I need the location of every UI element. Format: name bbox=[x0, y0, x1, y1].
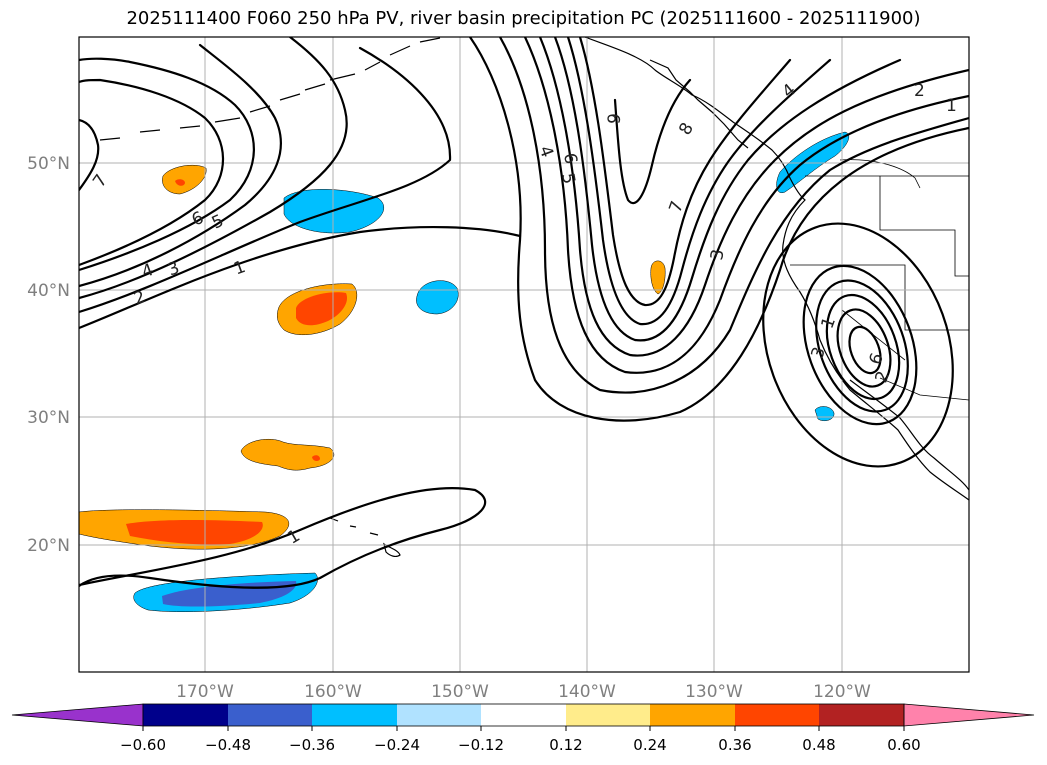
colorbar-under-extend bbox=[11, 703, 144, 727]
us-mexico-border bbox=[879, 377, 969, 401]
colorbar-tick-label: 0.24 bbox=[633, 736, 666, 754]
baja-peninsula bbox=[849, 379, 969, 491]
colorbar-tick-label: 0.12 bbox=[549, 736, 582, 754]
pv-contours bbox=[79, 37, 969, 589]
colorbar-tick-label: −0.48 bbox=[205, 736, 251, 754]
colorbar-bin-2 bbox=[228, 704, 312, 726]
precip-pos-central-core bbox=[296, 292, 348, 326]
colorbar-bin-7 bbox=[650, 704, 735, 726]
hawaii-islands bbox=[329, 517, 401, 558]
clabel-trough-3: 3 bbox=[707, 248, 729, 262]
map-panel: 7 6 5 4 3 2 1 4 5 6 9 8 7 3 2 1 4 1 3 1 … bbox=[79, 37, 969, 672]
precip-neg-baja bbox=[814, 406, 835, 421]
colorbar-bin-8 bbox=[735, 704, 819, 726]
pv-contour-5-west bbox=[79, 57, 255, 272]
pv-contour-1-trough bbox=[468, 37, 969, 422]
graticule bbox=[79, 37, 969, 672]
map-title: 2025111400 F060 250 hPa PV, river basin … bbox=[126, 8, 921, 29]
pv-contour-3-trough bbox=[523, 37, 969, 374]
colorbar-tick-label: 0.36 bbox=[718, 736, 751, 754]
pv-contour-7-west bbox=[79, 118, 100, 192]
pv-contour-9-trough bbox=[613, 78, 692, 205]
lon-label-120w: 120°W bbox=[813, 682, 871, 702]
pv-contour-low-6 bbox=[848, 325, 882, 375]
precip-pos-south-band-core bbox=[126, 520, 263, 545]
clabel-trough-5: 5 bbox=[557, 172, 579, 186]
pv-contour-6-trough bbox=[566, 37, 832, 326]
pv-contour-3-west bbox=[79, 37, 348, 300]
precip-pos-south-a-core bbox=[312, 455, 320, 462]
colorbar-bin-3 bbox=[312, 704, 397, 726]
precip-pos-south-a bbox=[240, 439, 335, 471]
longitude-labels: 170°W 160°W 150°W 140°W 130°W 120°W bbox=[176, 682, 871, 702]
precip-pos-north-core bbox=[175, 179, 185, 186]
colorbar-bin-5 bbox=[481, 704, 566, 726]
colorbar-bin-9 bbox=[819, 704, 904, 726]
colorbar-ticks bbox=[142, 726, 905, 731]
lat-label-20n: 20°N bbox=[27, 536, 70, 556]
map-frame bbox=[78, 36, 970, 673]
colorbar-over-extend bbox=[903, 703, 1035, 727]
pv-contour-1-west bbox=[79, 225, 522, 330]
state-line-3 bbox=[879, 176, 969, 277]
colorbar-tick-label: 0.60 bbox=[887, 736, 920, 754]
pv-contour-low-1 bbox=[762, 222, 954, 468]
colorbar: −0.60 −0.48 −0.36 −0.24 −0.12 0.12 0.24 … bbox=[11, 703, 1035, 754]
aleutian-islands bbox=[99, 37, 441, 141]
lon-label-140w: 140°W bbox=[558, 682, 616, 702]
clabel-ne-1: 1 bbox=[946, 96, 957, 116]
colorbar-bin-4 bbox=[397, 704, 481, 726]
lon-label-160w: 160°W bbox=[304, 682, 362, 702]
lon-label-150w: 150°W bbox=[431, 682, 489, 702]
pv-contour-low-5 bbox=[836, 308, 892, 388]
pv-contour-2-trough bbox=[498, 37, 969, 394]
precip-neg-bc-coast bbox=[776, 131, 850, 194]
pv-contour-1-south bbox=[79, 487, 487, 589]
latitude-labels: 50°N 40°N 30°N 20°N bbox=[27, 154, 70, 556]
clabel-ne-2: 2 bbox=[914, 81, 925, 101]
pv-contour-7-trough bbox=[578, 37, 792, 307]
colorbar-tick-label: −0.24 bbox=[374, 736, 420, 754]
pv-contour-low-2 bbox=[802, 264, 918, 426]
pv-contour-5-trough bbox=[553, 37, 902, 342]
north-america-coast bbox=[584, 37, 969, 501]
colorbar-tick-label: −0.60 bbox=[120, 736, 166, 754]
precip-shading bbox=[79, 131, 850, 612]
alaska-panhandle bbox=[649, 59, 749, 149]
colorbar-tick-label: −0.36 bbox=[289, 736, 335, 754]
pv-contour-4-trough bbox=[538, 37, 969, 357]
colorbar-frame bbox=[142, 703, 905, 727]
pv-contour-6-west bbox=[79, 78, 225, 267]
colorbar-tick-label: 0.48 bbox=[802, 736, 835, 754]
pv-contour-low-4 bbox=[825, 293, 901, 401]
pv-contour-2-west bbox=[79, 46, 452, 314]
pv-contour-4-west bbox=[79, 43, 282, 288]
pv-contour-low-3 bbox=[815, 279, 909, 413]
lon-label-170w: 170°W bbox=[176, 682, 234, 702]
lat-label-30n: 30°N bbox=[27, 408, 70, 428]
precip-neg-midpacific bbox=[416, 280, 459, 315]
colorbar-tick-label: −0.12 bbox=[458, 736, 504, 754]
colorbar-bin-1 bbox=[143, 704, 228, 726]
precip-pos-north bbox=[162, 165, 207, 195]
clabel-trough-9: 9 bbox=[605, 112, 626, 125]
colorbar-bin-6 bbox=[566, 704, 650, 726]
precip-pos-trough bbox=[650, 260, 666, 295]
lat-label-50n: 50°N bbox=[27, 154, 70, 174]
clabel-trough-6: 6 bbox=[559, 152, 581, 166]
lat-label-40n: 40°N bbox=[27, 281, 70, 301]
lon-label-130w: 130°W bbox=[685, 682, 743, 702]
